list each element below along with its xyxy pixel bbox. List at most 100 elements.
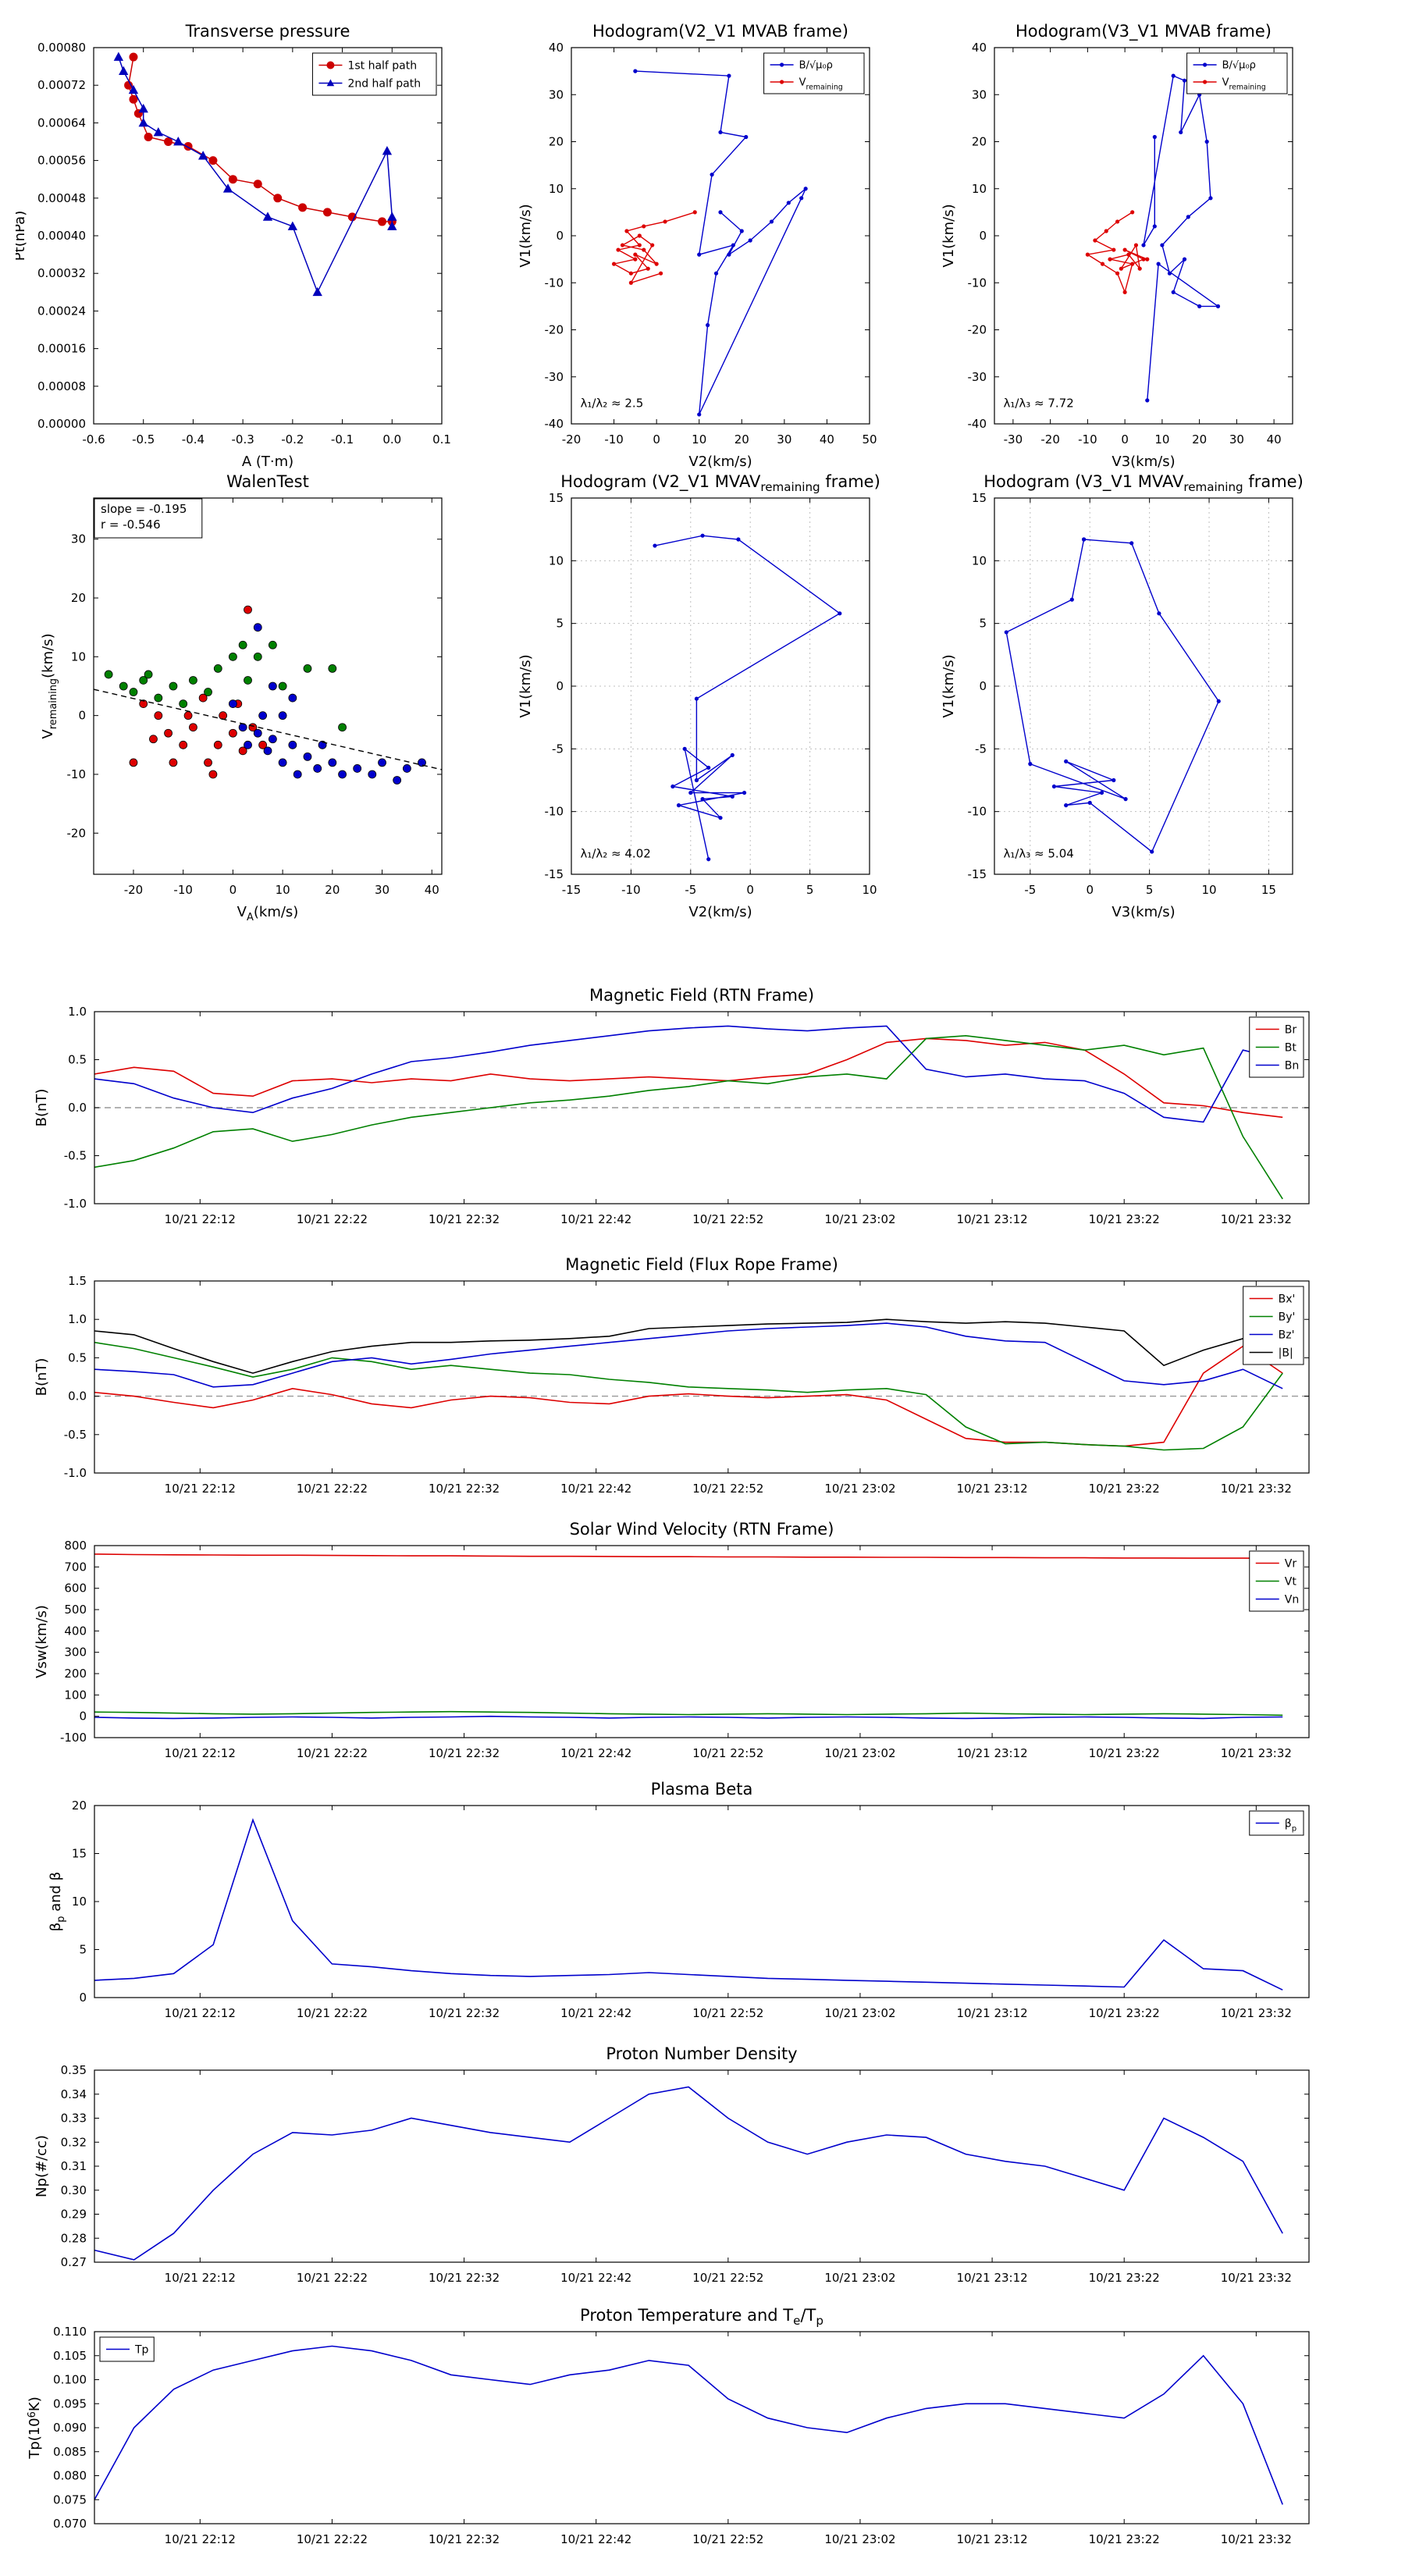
svg-text:10/21 22:42: 10/21 22:42 — [560, 1212, 631, 1226]
svg-text:-1.0: -1.0 — [64, 1197, 87, 1211]
svg-text:-10: -10 — [604, 432, 624, 447]
svg-text:-10: -10 — [545, 805, 564, 819]
svg-text:1.0: 1.0 — [68, 1005, 87, 1019]
svg-text:Magnetic Field (RTN Frame): Magnetic Field (RTN Frame) — [589, 986, 814, 1005]
svg-text:-0.3: -0.3 — [232, 432, 254, 447]
svg-text:B(nT): B(nT) — [34, 1358, 50, 1397]
svg-text:A (T·m): A (T·m) — [242, 454, 293, 470]
svg-text:λ₁/λ₂ ≈ 4.02: λ₁/λ₂ ≈ 4.02 — [580, 846, 650, 860]
svg-text:10/21 22:52: 10/21 22:52 — [692, 2532, 763, 2546]
svg-text:-20: -20 — [1040, 432, 1060, 447]
svg-text:Hodogram(V3_V1 MVAB frame): Hodogram(V3_V1 MVAB frame) — [1016, 22, 1272, 41]
chart-magnetic-field-flux-rope: 10/21 22:12 10/21 22:22 10/21 22:32 10/21 2… — [16, 1245, 1389, 1518]
svg-text:Tp: Tp — [134, 2344, 149, 2357]
svg-text:-40: -40 — [968, 417, 987, 431]
svg-text:Proton Temperature and Te/Tp: Proton Temperature and Te/Tp — [580, 2306, 823, 2328]
svg-text:15: 15 — [72, 1847, 87, 1861]
svg-text:15: 15 — [1261, 883, 1276, 897]
svg-text:0: 0 — [1086, 883, 1094, 897]
svg-text:Vt: Vt — [1285, 1576, 1297, 1589]
svg-text:0.00000: 0.00000 — [37, 417, 86, 431]
svg-text:10: 10 — [1154, 432, 1169, 447]
svg-text:0.00056: 0.00056 — [37, 154, 86, 168]
svg-text:Hodogram(V2_V1 MVAB frame): Hodogram(V2_V1 MVAB frame) — [592, 22, 848, 41]
svg-text:0.29: 0.29 — [61, 2208, 87, 2222]
svg-text:10/21 22:22: 10/21 22:22 — [297, 2532, 368, 2546]
svg-text:10: 10 — [972, 553, 987, 568]
svg-text:0: 0 — [556, 229, 564, 243]
svg-text:0.5: 0.5 — [68, 1053, 87, 1067]
svg-text:10/21 23:32: 10/21 23:32 — [1221, 2006, 1292, 2020]
svg-text:20: 20 — [71, 591, 86, 605]
svg-text:10/21 22:12: 10/21 22:12 — [165, 1212, 236, 1226]
svg-text:600: 600 — [64, 1582, 87, 1596]
svg-text:-5: -5 — [685, 883, 696, 897]
svg-text:Vsw(km/s): Vsw(km/s) — [34, 1605, 50, 1678]
svg-text:B/√μ₀ρ: B/√μ₀ρ — [799, 60, 833, 72]
svg-text:10/21 22:42: 10/21 22:42 — [560, 2532, 631, 2546]
chart-hodogram-v3v1-mvav: -5 0 5 10 15 -15 -10 -5 0 5 10 15 Hodogram (V3_V1 MV… — [923, 462, 1305, 930]
svg-text:Proton Number Density: Proton Number Density — [606, 2044, 797, 2063]
svg-text:-0.2: -0.2 — [281, 432, 304, 447]
svg-text:15: 15 — [549, 491, 564, 505]
svg-text:10/21 23:02: 10/21 23:02 — [824, 1212, 895, 1226]
svg-text:-0.5: -0.5 — [64, 1149, 87, 1163]
svg-text:10/21 23:02: 10/21 23:02 — [824, 2532, 895, 2546]
svg-text:0.070: 0.070 — [53, 2517, 87, 2531]
svg-text:10: 10 — [276, 883, 290, 897]
svg-text:-20: -20 — [124, 883, 144, 897]
svg-text:0: 0 — [79, 1710, 87, 1724]
svg-text:Vr: Vr — [1285, 1558, 1297, 1571]
svg-text:Hodogram (V3_V1 MVAVremaining: Hodogram (V3_V1 MVAVremaining frame) — [984, 472, 1304, 494]
svg-text:-5: -5 — [552, 742, 564, 756]
svg-text:10/21 23:12: 10/21 23:12 — [956, 2006, 1027, 2020]
svg-text:-40: -40 — [545, 417, 564, 431]
svg-text:Solar Wind Velocity (RTN Frame: Solar Wind Velocity (RTN Frame) — [570, 1520, 834, 1539]
svg-text:10/21 23:02: 10/21 23:02 — [824, 2271, 895, 2285]
svg-text:λ₁/λ₃ ≈ 7.72: λ₁/λ₃ ≈ 7.72 — [1003, 396, 1073, 410]
svg-text:V2(km/s): V2(km/s) — [688, 454, 752, 470]
svg-text:700: 700 — [64, 1560, 87, 1574]
svg-text:-100: -100 — [60, 1731, 87, 1745]
svg-text:0: 0 — [229, 883, 237, 897]
svg-text:10/21 22:22: 10/21 22:22 — [297, 1212, 368, 1226]
svg-text:10/21 23:02: 10/21 23:02 — [824, 1482, 895, 1496]
svg-text:0.00080: 0.00080 — [37, 41, 86, 55]
svg-text:10/21 23:22: 10/21 23:22 — [1089, 1212, 1160, 1226]
svg-text:0: 0 — [1121, 432, 1129, 447]
svg-text:0.100: 0.100 — [53, 2373, 87, 2387]
svg-text:40: 40 — [820, 432, 834, 447]
svg-text:10/21 23:12: 10/21 23:12 — [956, 1746, 1027, 1760]
svg-text:-20: -20 — [545, 323, 564, 337]
svg-text:40: 40 — [425, 883, 439, 897]
chart-magnetic-field-rtn: 10/21 22:12 10/21 22:22 10/21 22:32 10/21 2… — [16, 976, 1389, 1249]
svg-text:By': By' — [1279, 1311, 1296, 1324]
svg-text:WalenTest: WalenTest — [226, 472, 309, 491]
svg-text:-10: -10 — [968, 276, 987, 290]
svg-text:0.095: 0.095 — [53, 2396, 87, 2411]
svg-text:0.090: 0.090 — [53, 2421, 87, 2435]
svg-text:800: 800 — [64, 1539, 87, 1553]
svg-text:1st half path: 1st half path — [347, 60, 417, 73]
svg-text:10/21 22:22: 10/21 22:22 — [297, 1746, 368, 1760]
svg-text:-0.1: -0.1 — [331, 432, 354, 447]
svg-text:10/21 23:12: 10/21 23:12 — [956, 2532, 1027, 2546]
svg-text:B(nT): B(nT) — [34, 1089, 50, 1127]
svg-text:10/21 23:22: 10/21 23:22 — [1089, 2006, 1160, 2020]
svg-text:10/21 22:12: 10/21 22:12 — [165, 2532, 236, 2546]
svg-text:10: 10 — [71, 649, 86, 664]
svg-text:0.32: 0.32 — [61, 2135, 87, 2149]
svg-text:0.0: 0.0 — [382, 432, 401, 447]
svg-text:10: 10 — [1201, 883, 1216, 897]
svg-text:-5: -5 — [975, 742, 987, 756]
svg-text:V3(km/s): V3(km/s) — [1112, 454, 1175, 470]
svg-text:0: 0 — [979, 679, 987, 693]
svg-text:Vn: Vn — [1285, 1594, 1299, 1606]
svg-text:λ₁/λ₃ ≈ 5.04: λ₁/λ₃ ≈ 5.04 — [1003, 846, 1073, 860]
svg-text:5: 5 — [979, 617, 987, 631]
svg-text:0.00072: 0.00072 — [37, 78, 86, 92]
svg-text:0: 0 — [979, 229, 987, 243]
svg-text:10/21 23:12: 10/21 23:12 — [956, 1482, 1027, 1496]
svg-text:10/21 23:22: 10/21 23:22 — [1089, 1746, 1160, 1760]
svg-text:10/21 22:42: 10/21 22:42 — [560, 2271, 631, 2285]
